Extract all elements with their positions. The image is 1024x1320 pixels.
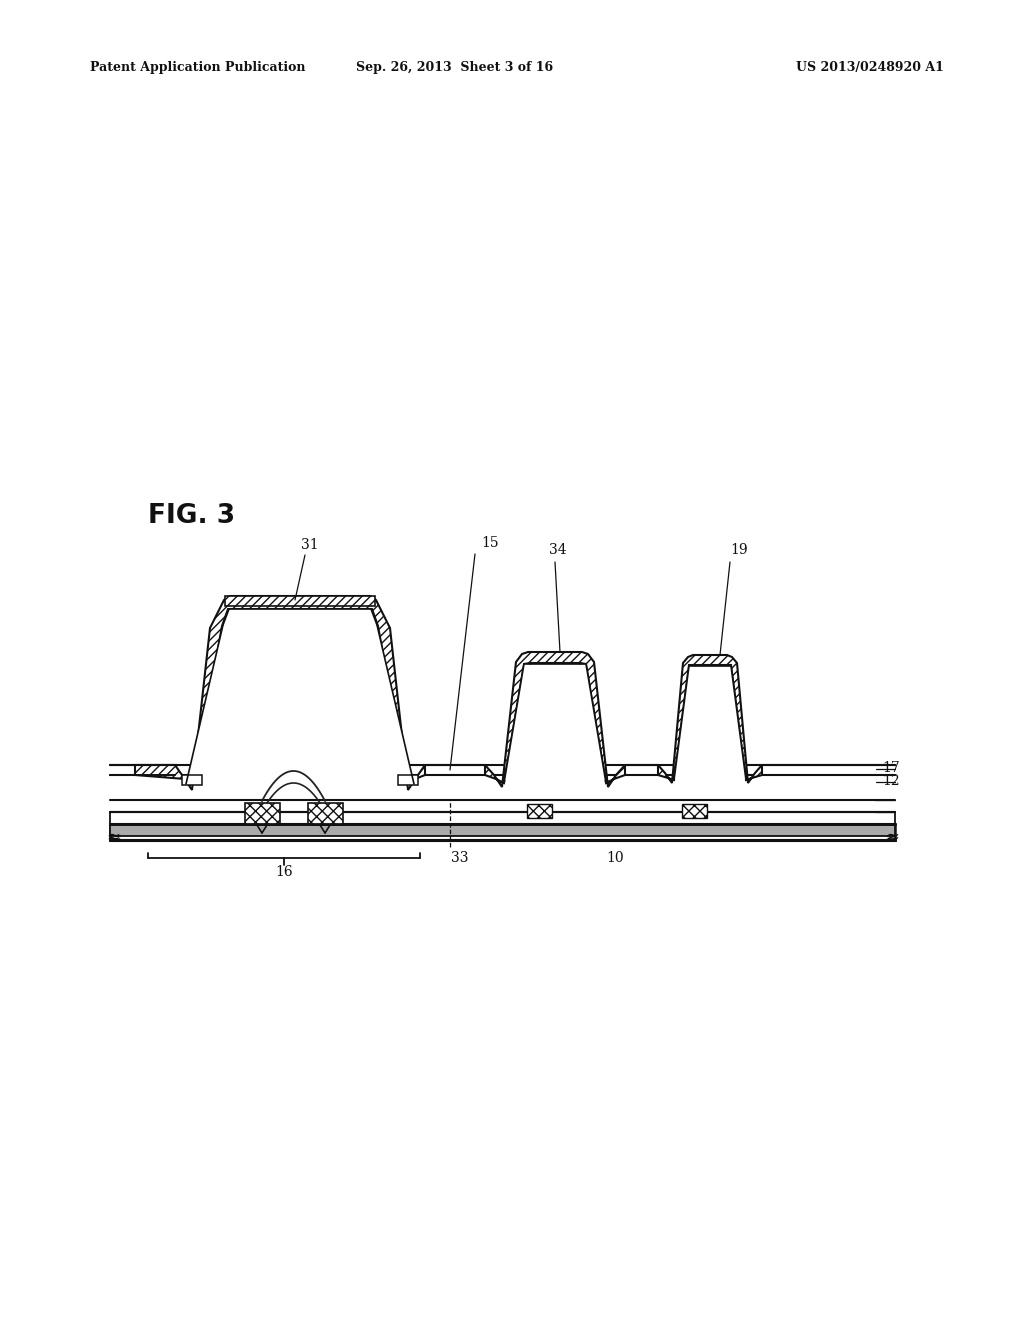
Bar bbox=[245, 803, 280, 825]
Text: 19: 19 bbox=[730, 543, 748, 557]
Polygon shape bbox=[674, 667, 746, 780]
Bar bbox=[225, 597, 375, 606]
Bar bbox=[682, 804, 707, 818]
Bar bbox=[527, 804, 552, 818]
Text: Sep. 26, 2013  Sheet 3 of 16: Sep. 26, 2013 Sheet 3 of 16 bbox=[356, 62, 554, 74]
Text: 34: 34 bbox=[549, 543, 567, 557]
Text: 12: 12 bbox=[882, 774, 900, 788]
Bar bbox=[110, 812, 895, 824]
Text: 31: 31 bbox=[301, 539, 318, 552]
Text: ≈: ≈ bbox=[108, 828, 121, 846]
Text: ≈: ≈ bbox=[884, 828, 898, 846]
Bar bbox=[110, 800, 895, 836]
Bar bbox=[110, 824, 895, 840]
Text: ≈: ≈ bbox=[885, 828, 899, 845]
Bar bbox=[308, 803, 343, 825]
Bar bbox=[110, 824, 895, 836]
Polygon shape bbox=[135, 597, 425, 789]
Text: 16: 16 bbox=[275, 865, 293, 879]
Bar bbox=[398, 775, 418, 785]
Polygon shape bbox=[504, 664, 606, 783]
Polygon shape bbox=[658, 655, 762, 783]
Text: Patent Application Publication: Patent Application Publication bbox=[90, 62, 305, 74]
Text: 33: 33 bbox=[452, 851, 469, 865]
Polygon shape bbox=[186, 609, 414, 784]
Bar bbox=[110, 755, 895, 766]
Text: 15: 15 bbox=[481, 536, 499, 550]
Text: US 2013/0248920 A1: US 2013/0248920 A1 bbox=[796, 62, 944, 74]
Text: 10: 10 bbox=[606, 851, 624, 865]
Polygon shape bbox=[485, 652, 625, 787]
Text: ≈: ≈ bbox=[106, 828, 120, 845]
Bar bbox=[182, 775, 202, 785]
Text: 17: 17 bbox=[882, 762, 900, 775]
Text: FIG. 3: FIG. 3 bbox=[148, 503, 236, 529]
